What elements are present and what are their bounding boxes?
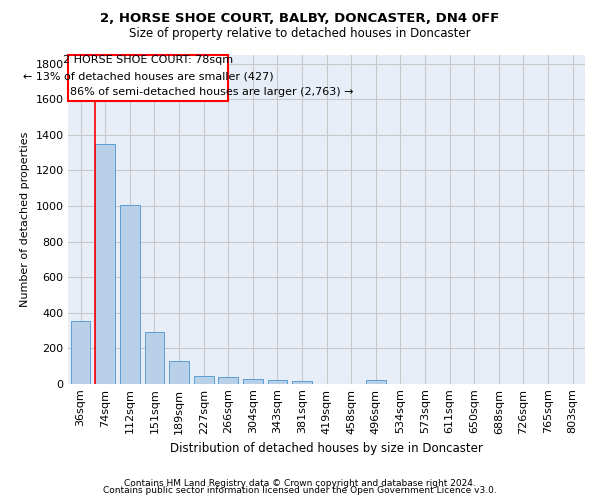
Bar — [218, 378, 238, 384]
Text: Contains public sector information licensed under the Open Government Licence v3: Contains public sector information licen… — [103, 486, 497, 495]
Bar — [194, 376, 214, 384]
Bar — [71, 320, 91, 384]
Text: ← 13% of detached houses are smaller (427): ← 13% of detached houses are smaller (42… — [23, 72, 274, 82]
Y-axis label: Number of detached properties: Number of detached properties — [20, 132, 30, 307]
Text: 2 HORSE SHOE COURT: 78sqm: 2 HORSE SHOE COURT: 78sqm — [63, 56, 233, 66]
Text: 86% of semi-detached houses are larger (2,763) →: 86% of semi-detached houses are larger (… — [70, 88, 353, 98]
Bar — [120, 205, 140, 384]
Bar — [169, 361, 189, 384]
Bar — [268, 380, 287, 384]
Text: 2, HORSE SHOE COURT, BALBY, DONCASTER, DN4 0FF: 2, HORSE SHOE COURT, BALBY, DONCASTER, D… — [100, 12, 500, 26]
Bar — [366, 380, 386, 384]
Bar — [145, 332, 164, 384]
X-axis label: Distribution of detached houses by size in Doncaster: Distribution of detached houses by size … — [170, 442, 483, 455]
Text: Contains HM Land Registry data © Crown copyright and database right 2024.: Contains HM Land Registry data © Crown c… — [124, 478, 476, 488]
FancyBboxPatch shape — [68, 55, 228, 101]
Text: Size of property relative to detached houses in Doncaster: Size of property relative to detached ho… — [129, 28, 471, 40]
Bar — [292, 381, 312, 384]
Bar — [243, 378, 263, 384]
Bar — [95, 144, 115, 384]
